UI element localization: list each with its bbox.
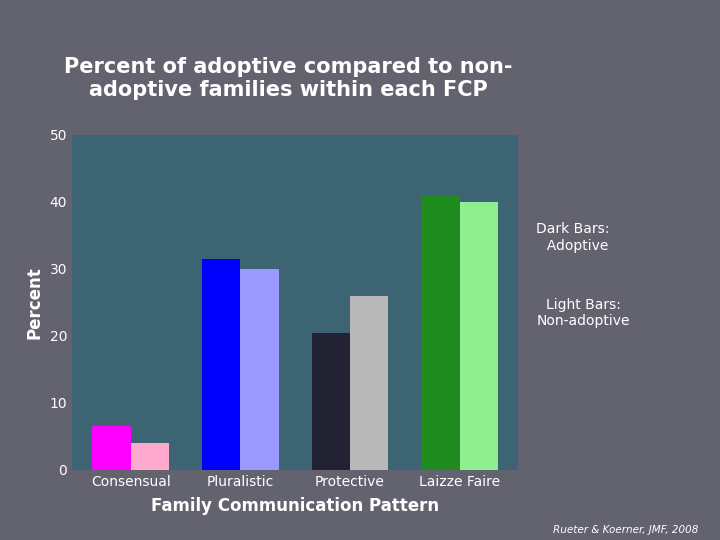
Text: Light Bars:
Non-adoptive: Light Bars: Non-adoptive (536, 298, 630, 328)
Bar (421, 195, 460, 470)
Bar (202, 259, 240, 470)
Text: Dark Bars:
  Adoptive: Dark Bars: Adoptive (536, 222, 610, 253)
Bar (350, 296, 388, 470)
Bar (460, 202, 498, 470)
Text: Percent of adoptive compared to non-
adoptive families within each FCP: Percent of adoptive compared to non- ado… (64, 57, 512, 100)
Y-axis label: Percent: Percent (26, 266, 44, 339)
X-axis label: Family Communication Pattern: Family Communication Pattern (151, 497, 439, 515)
Bar (92, 426, 130, 470)
Bar (312, 333, 350, 470)
Bar (130, 443, 169, 470)
Text: Rueter & Koerner, JMF, 2008: Rueter & Koerner, JMF, 2008 (553, 524, 698, 535)
Bar (240, 269, 279, 470)
